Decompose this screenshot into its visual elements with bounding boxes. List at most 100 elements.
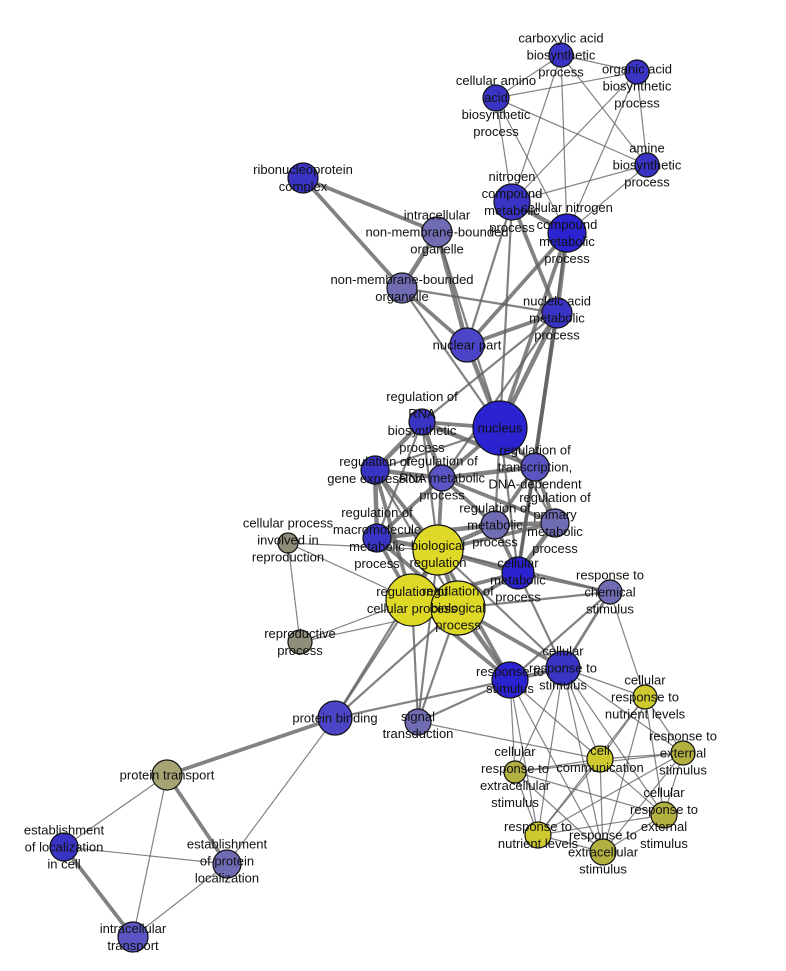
node-nucleus[interactable] <box>472 400 528 456</box>
label-cell-communication: cell communication <box>556 743 643 775</box>
node-regulation-of-metabolic-process[interactable] <box>480 510 510 540</box>
node-ribonucleoprotein-complex[interactable] <box>287 162 319 194</box>
edge-organic-acid-biosynthetic-process--cellular-nitrogen-compound-metabolic-process <box>566 71 638 234</box>
label-regulation-of-gene-expression: regulation of gene expression <box>327 454 422 486</box>
edge-regulation-of-rna-metabolic-process--nucleic-acid-metabolic-process <box>441 312 558 479</box>
edge-establishment-of-protein-localization--intracellular-transport <box>132 863 228 938</box>
node-response-to-extracellular-stimulus[interactable] <box>589 838 617 866</box>
label-regulation-of-macromolecule-metabolic-process: regulation of macromolecule metabolic proce… <box>333 505 421 571</box>
node-cell-communication[interactable] <box>586 745 614 773</box>
label-ribonucleoprotein-complex: ribonucleoprotein complex <box>253 162 353 194</box>
node-establishment-of-protein-localization[interactable] <box>212 849 242 879</box>
node-intracellular-non-membrane-bounded-organelle[interactable] <box>421 216 453 248</box>
label-regulation-of-primary-metabolic-process: regulation of primary metabolic process <box>519 490 591 556</box>
node-cellular-metabolic-process[interactable] <box>501 556 535 590</box>
node-regulation-of-rna-biosynthetic-process[interactable] <box>408 408 436 436</box>
label-cellular-amino-acid-biosynthetic-process: cellular amino acid biosynthetic process <box>456 73 536 139</box>
edge-cellular-amino-acid-biosynthetic-process--amine-biosynthetic-process <box>495 97 648 166</box>
edge-organic-acid-biosynthetic-process--nitrogen-compound-metabolic-process <box>511 71 638 203</box>
edge-cellular-response-to-extracellular-stimulus--response-to-extracellular-stimulus <box>514 771 604 853</box>
node-regulation-of-gene-expression[interactable] <box>360 455 390 485</box>
node-biological-regulation[interactable] <box>412 524 464 576</box>
edge-regulation-of-rna-biosynthetic-process--regulation-of-macromolecule-metabolic-process <box>375 421 424 539</box>
node-cellular-process-involved-in-reproduction[interactable] <box>277 532 299 554</box>
node-regulation-of-primary-metabolic-process[interactable] <box>540 508 570 538</box>
edge-establishment-of-localization-in-cell--establishment-of-protein-localization <box>63 846 228 865</box>
edge-non-membrane-bounded-organelle--nucleus <box>401 287 501 429</box>
edge-response-to-chemical-stimulus--cellular-response-to-nutrient-levels <box>609 591 646 698</box>
node-nucleic-acid-metabolic-process[interactable] <box>541 297 573 329</box>
edge-protein-binding--protein-transport <box>166 716 336 777</box>
label-response-to-nutrient-levels: response to nutrient levels <box>498 819 579 851</box>
node-cellular-response-to-extracellular-stimulus[interactable] <box>503 760 527 784</box>
node-protein-transport[interactable] <box>151 759 183 791</box>
label-regulation-of-transcription-dna-dependent: regulation of transcription, DNA-dependent <box>488 443 582 492</box>
node-organic-acid-biosynthetic-process[interactable] <box>624 59 650 85</box>
node-protein-binding[interactable] <box>317 700 353 736</box>
edge-cellular-metabolic-process--nucleic-acid-metabolic-process <box>516 312 559 574</box>
label-establishment-of-protein-localization: establishment of protein localization <box>187 837 268 886</box>
label-nitrogen-compound-metabolic-process: nitrogen compound metabolic process <box>482 169 543 235</box>
edge-cellular-amino-acid-biosynthetic-process--organic-acid-biosynthetic-process <box>495 71 638 99</box>
edge-non-membrane-bounded-organelle--nucleic-acid-metabolic-process <box>401 286 558 315</box>
node-cellular-response-to-external-stimulus[interactable] <box>650 801 678 829</box>
label-nucleus: nucleus <box>478 421 523 436</box>
nodes-layer <box>49 42 696 953</box>
label-intracellular-transport: intracellular transport <box>100 921 167 953</box>
node-regulation-of-macromolecule-metabolic-process[interactable] <box>362 523 392 553</box>
label-regulation-of-cellular-process: regulation of cellular process <box>367 584 458 616</box>
node-amine-biosynthetic-process[interactable] <box>634 152 660 178</box>
edge-signal-transduction--biological-regulation <box>416 549 440 723</box>
label-cellular-process-involved-in-reproduction: cellular process involved in reproduction <box>243 516 334 565</box>
node-regulation-of-rna-metabolic-process[interactable] <box>428 464 456 492</box>
node-nitrogen-compound-metabolic-process[interactable] <box>493 183 531 221</box>
label-response-to-stimulus: response to stimulus <box>476 664 544 696</box>
node-reproductive-process[interactable] <box>287 629 313 655</box>
edge-ribonucleoprotein-complex--intracellular-non-membrane-bounded-organelle <box>302 176 438 234</box>
edge-biological-regulation--cellular-response-to-stimulus <box>437 549 564 669</box>
label-response-to-chemical-stimulus: response to chemical stimulus <box>576 568 644 617</box>
label-cellular-response-to-external-stimulus: cellular response to external stimulus <box>630 785 698 851</box>
label-regulation-of-rna-metabolic-process: regulation of RNA metabolic process <box>399 454 485 503</box>
label-signal-transduction: signal transduction <box>383 709 454 741</box>
label-cellular-response-to-extracellular-stimulus: cellular response to extracellular stimulus <box>480 744 551 810</box>
labels-layer: carboxylic acid biosynthetic processcellul… <box>24 31 717 954</box>
node-non-membrane-bounded-organelle[interactable] <box>386 272 418 304</box>
edge-protein-transport--establishment-of-localization-in-cell <box>63 774 168 848</box>
edge-nitrogen-compound-metabolic-process--nucleic-acid-metabolic-process <box>510 201 559 314</box>
edge-cellular-response-to-stimulus--response-to-nutrient-levels <box>537 667 564 836</box>
edge-regulation-of-transcription-dna-dependent--regulation-of-rna-metabolic-process <box>441 464 536 481</box>
node-nuclear-part[interactable] <box>449 327 485 363</box>
node-intracellular-transport[interactable] <box>117 921 149 953</box>
node-cellular-response-to-stimulus[interactable] <box>545 650 581 686</box>
label-response-to-external-stimulus: response to external stimulus <box>649 729 717 778</box>
edge-cellular-nitrogen-compound-metabolic-process--nucleus <box>498 232 569 429</box>
node-response-to-nutrient-levels[interactable] <box>524 821 552 849</box>
node-regulation-of-biological-process[interactable] <box>430 580 486 636</box>
node-carboxylic-acid-biosynthetic-process[interactable] <box>548 42 574 68</box>
edge-response-to-stimulus--response-to-nutrient-levels <box>509 679 539 836</box>
node-response-to-stimulus[interactable] <box>491 661 529 699</box>
label-carboxylic-acid-biosynthetic-process: carboxylic acid biosynthetic process <box>518 31 603 80</box>
edge-cellular-nitrogen-compound-metabolic-process--nuclear-part <box>465 231 569 347</box>
node-cellular-amino-acid-biosynthetic-process[interactable] <box>482 84 510 112</box>
node-cellular-nitrogen-compound-metabolic-process[interactable] <box>547 213 587 253</box>
node-regulation-of-transcription-dna-dependent[interactable] <box>520 452 550 482</box>
edge-cell-communication--cellular-response-to-external-stimulus <box>599 758 665 816</box>
edge-carboxylic-acid-biosynthetic-process--cellular-nitrogen-compound-metabolic-process <box>560 54 568 234</box>
node-establishment-of-localization-in-cell[interactable] <box>49 832 79 862</box>
label-intracellular-non-membrane-bounded-organelle: intracellular non-membrane-bounded organel… <box>365 208 508 257</box>
node-cellular-response-to-nutrient-levels[interactable] <box>632 684 658 710</box>
label-regulation-of-rna-biosynthetic-process: regulation of RNA biosynthetic process <box>386 389 458 455</box>
node-response-to-external-stimulus[interactable] <box>670 740 696 766</box>
edge-organic-acid-biosynthetic-process--amine-biosynthetic-process <box>636 71 648 166</box>
edge-response-to-chemical-stimulus--response-to-stimulus <box>509 591 611 681</box>
label-biological-regulation: biological regulation <box>409 538 466 570</box>
edge-nitrogen-compound-metabolic-process--nuclear-part <box>465 201 514 346</box>
label-protein-binding: protein binding <box>292 711 377 726</box>
node-response-to-chemical-stimulus[interactable] <box>597 579 623 605</box>
node-signal-transduction[interactable] <box>404 708 432 736</box>
edge-cellular-process-involved-in-reproduction--reproductive-process <box>287 542 301 643</box>
